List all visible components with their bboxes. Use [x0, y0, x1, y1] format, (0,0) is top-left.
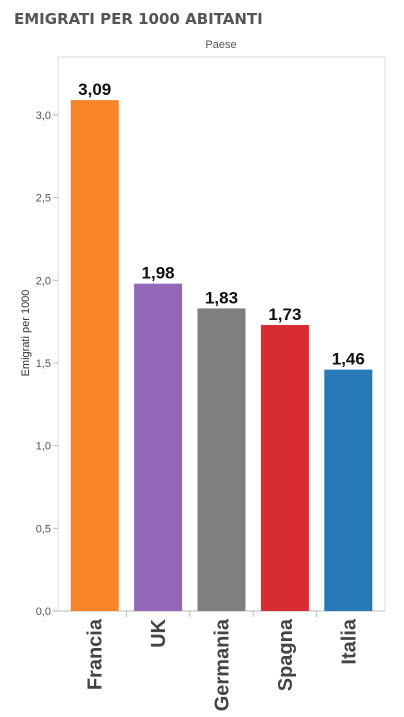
value-labels-group: 3,09 1,98 1,83 1,73 1,46: [78, 80, 365, 368]
y-tick-label: 0,5: [36, 523, 51, 535]
category-label-germania: Germania: [212, 618, 234, 711]
bar-spagna: [260, 324, 309, 611]
category-label-francia: Francia: [85, 618, 107, 690]
bars-group: [70, 100, 373, 612]
category-label-spagna: Spagna: [275, 618, 297, 691]
y-tick-label: 2,0: [36, 275, 51, 287]
chart-title: EMIGRATI PER 1000 ABITANTI: [14, 10, 263, 28]
column-header: Paese: [205, 39, 236, 51]
value-label-uk: 1,98: [142, 264, 175, 283]
category-label-uk: UK: [148, 618, 170, 647]
y-tick-label: 1,5: [36, 358, 51, 370]
bar-germania: [197, 308, 246, 611]
category-label-italia: Italia: [338, 618, 360, 664]
bar-italia: [324, 369, 373, 611]
y-axis-label: Emigrati per 1000: [20, 290, 32, 377]
bar-uk: [134, 283, 183, 611]
y-tick-label: 3,0: [36, 110, 51, 122]
category-labels-group: Francia UK Germania Spagna Italia: [85, 611, 360, 711]
y-tick-label: 2,5: [36, 193, 51, 205]
y-tick-label: 0,0: [36, 606, 51, 618]
y-tick-label: 1,0: [36, 441, 51, 453]
y-axis: 0,0 0,5 1,0 1,5 2,0 2,5 3,0: [36, 110, 58, 618]
value-label-spagna: 1,73: [268, 305, 301, 324]
value-label-germania: 1,83: [205, 288, 238, 307]
value-label-italia: 1,46: [332, 350, 365, 369]
value-label-francia: 3,09: [78, 80, 111, 99]
bar-francia: [70, 100, 119, 612]
